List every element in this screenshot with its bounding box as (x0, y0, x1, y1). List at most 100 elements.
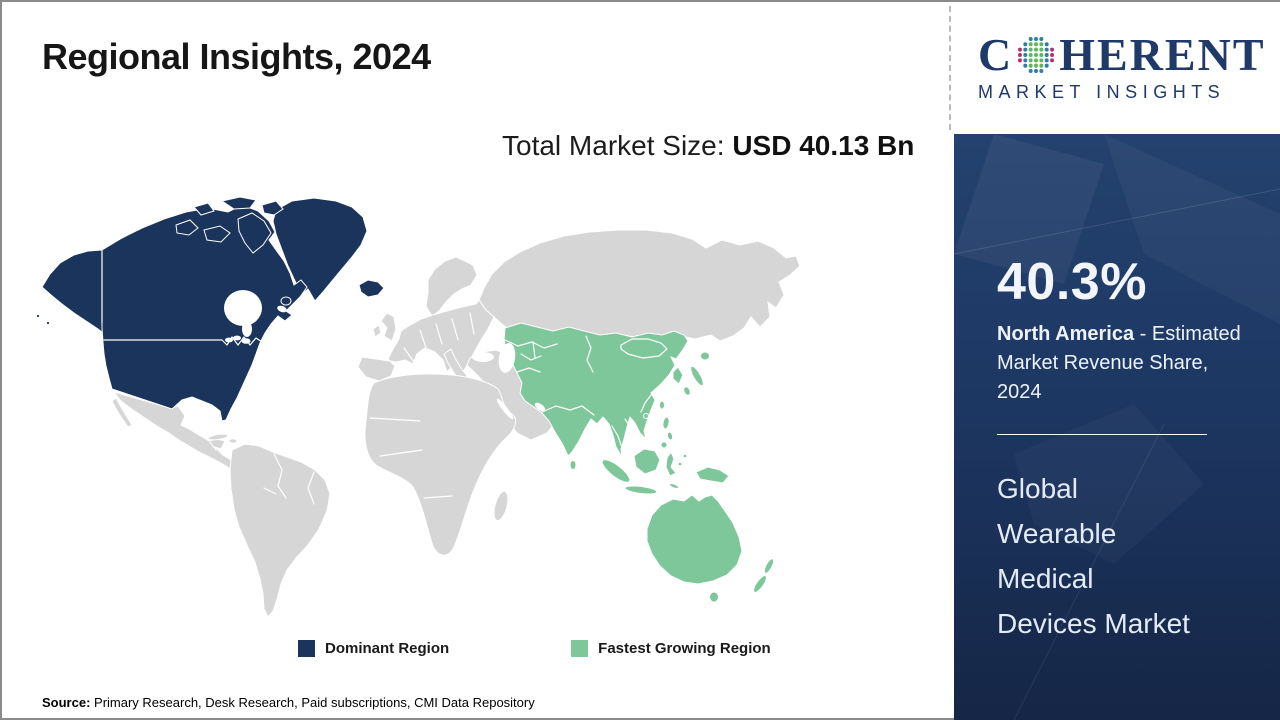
market-name-line-4: Devices Market (997, 608, 1190, 639)
land-japan-hokkaido (700, 351, 710, 361)
land-cuba (207, 433, 229, 441)
land-moluccas-1 (677, 461, 683, 467)
land-scandinavia (425, 256, 478, 317)
border-mongolia (620, 338, 668, 359)
land-south-america (229, 443, 331, 618)
land-banks-island (175, 219, 199, 236)
land-borneo (633, 448, 661, 475)
country-borders (101, 250, 668, 505)
market-name-line-2: Wearable (997, 518, 1117, 549)
land-japan-kyushu (683, 386, 691, 396)
land-newfoundland (280, 296, 292, 306)
land-sri-lanka (569, 460, 577, 470)
james-bay (242, 321, 252, 337)
hudson-bay (224, 290, 262, 326)
land-mexico (112, 391, 238, 469)
legend-swatch-fastest-growing (571, 640, 589, 657)
brand-letter-c: C (978, 29, 1014, 80)
land-sumatra (601, 459, 631, 483)
dotted-globe-icon (1018, 36, 1055, 74)
land-timor (668, 483, 680, 489)
land-greenland (272, 197, 368, 302)
source-text: Primary Research, Desk Research, Paid su… (90, 695, 535, 710)
land-new-guinea (695, 466, 730, 484)
gulf-st-lawrence (277, 305, 287, 313)
legend-item-fastest-growing: Fastest Growing Region (571, 640, 771, 657)
land-canada-usa (101, 204, 308, 422)
caspian-sea (498, 343, 516, 373)
land-victoria-island (203, 225, 231, 243)
panel-divider (997, 434, 1207, 435)
border-south-america (263, 453, 315, 505)
land-baja (111, 397, 133, 428)
land-aleutian-2 (35, 313, 41, 319)
water-cutouts (224, 290, 546, 420)
land-australia (646, 494, 743, 585)
land-philippines-1 (662, 416, 670, 430)
world-map (24, 188, 824, 638)
land-ireland (372, 324, 382, 338)
land-nz-south (753, 575, 767, 593)
total-market-size-label: Total Market Size: (502, 130, 733, 161)
land-sulawesi (665, 450, 677, 477)
land-italy (443, 348, 468, 383)
legend-swatch-dominant (298, 640, 315, 657)
land-nz-north (763, 558, 775, 574)
border-china-west (585, 335, 594, 373)
revenue-share-value: 40.3% (997, 253, 1147, 311)
page-title: Regional Insights, 2024 (42, 36, 431, 77)
market-name: Global Wearable Medical Devices Market (997, 466, 1190, 646)
land-uk (380, 312, 397, 342)
land-europe (357, 299, 495, 382)
border-india-north (541, 405, 595, 416)
market-name-line-1: Global (997, 473, 1078, 504)
red-sea (496, 398, 514, 420)
land-tasmania (709, 591, 719, 603)
revenue-share-region: North America (997, 323, 1135, 345)
revenue-share-desc-text: - Estimated Market Revenue Share, 2024 (997, 323, 1241, 403)
border-africa (369, 417, 453, 499)
region-rest-of-world (111, 229, 801, 618)
border-europe (403, 312, 475, 363)
source-note: Source: Primary Research, Desk Research,… (42, 695, 535, 710)
brand-letters-rest: HERENT (1059, 29, 1266, 80)
source-label: Source: (42, 695, 91, 710)
sidebar-panel: 40.3% North America - Estimated Market R… (954, 134, 1280, 720)
legend-item-dominant: Dominant Region (298, 640, 449, 657)
great-lake-2 (233, 335, 241, 341)
logo-area: C (949, 2, 1280, 134)
land-arctic-island-6 (193, 202, 215, 216)
total-market-size-value: USD 40.13 Bn (732, 130, 915, 161)
dashed-divider (949, 6, 951, 130)
land-japan-honshu (690, 365, 704, 387)
panel-map-texture (954, 134, 1280, 720)
total-market-size: Total Market Size: USD 40.13 Bn (502, 126, 916, 165)
border-central-america (209, 441, 217, 451)
land-iceland (358, 279, 385, 298)
land-aleutian-1 (45, 320, 51, 326)
brand-name: C (978, 32, 1280, 78)
brand-tagline: MARKET INSIGHTS (978, 82, 1226, 102)
brand-logo: C (952, 2, 1280, 103)
land-hispaniola (228, 438, 238, 444)
legend-label-fastest-growing: Fastest Growing Region (598, 640, 771, 657)
border-indochina (611, 394, 652, 446)
region-asia-pacific (503, 322, 775, 603)
market-name-line-3: Medical (997, 563, 1094, 594)
land-hainan (643, 413, 649, 419)
land-arctic-island-2 (261, 200, 284, 216)
map-legend: Dominant Region Fastest Growing Region (298, 640, 771, 657)
border-central-asia (504, 339, 558, 373)
legend-label-dominant: Dominant Region (325, 640, 450, 657)
revenue-share-desc: North America - Estimated Market Revenue… (997, 320, 1249, 407)
land-moluccas-2 (682, 453, 688, 459)
region-north-america (35, 196, 385, 422)
land-baffin-island (237, 212, 272, 254)
land-korea (672, 366, 684, 385)
world-map-svg (35, 196, 801, 618)
land-philippines-2 (666, 431, 674, 441)
land-taiwan (659, 400, 665, 410)
land-africa (364, 373, 517, 556)
border-us-canada (103, 336, 263, 346)
